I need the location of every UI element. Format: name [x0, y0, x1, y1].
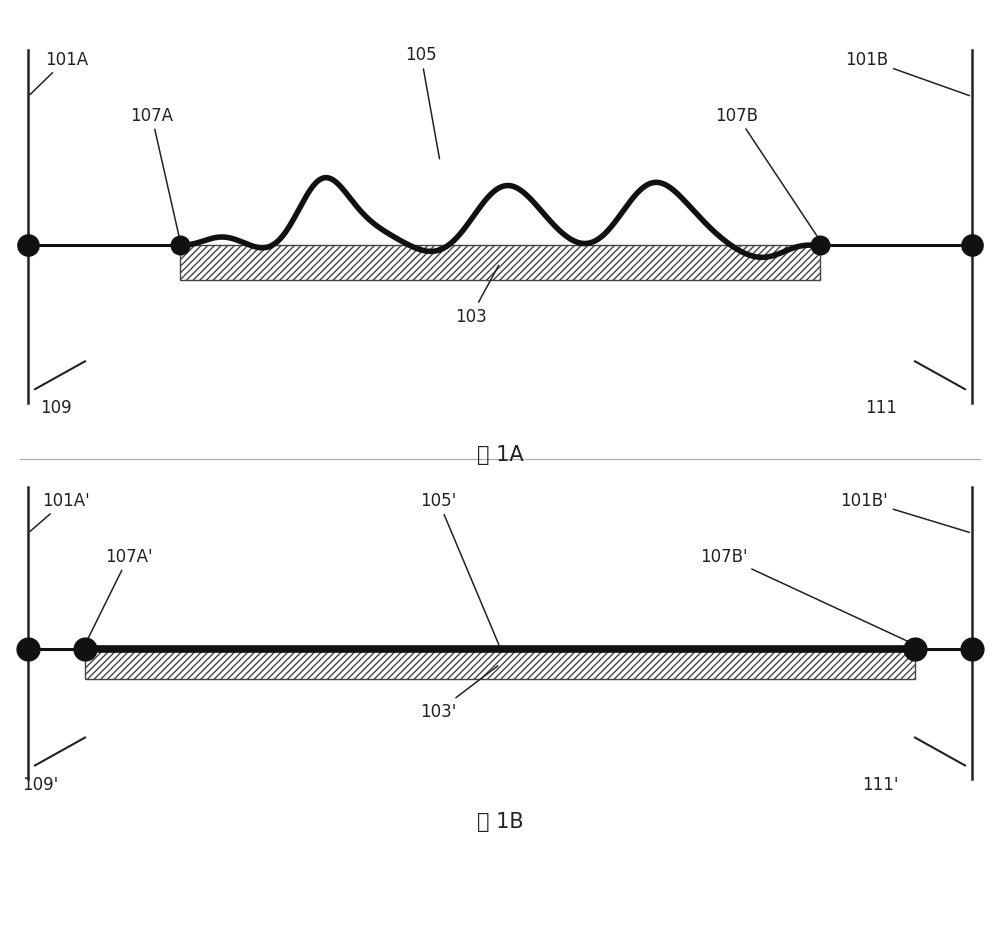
- Bar: [85, 650, 915, 679]
- Text: 105': 105': [420, 492, 499, 645]
- Text: 107B: 107B: [715, 107, 818, 239]
- Text: 109: 109: [40, 399, 72, 417]
- Point: [907, 642, 923, 657]
- Text: 103': 103': [420, 666, 498, 720]
- Point: [172, 238, 188, 253]
- Point: [812, 238, 828, 253]
- Text: 101B: 101B: [845, 51, 969, 97]
- Point: [20, 238, 36, 253]
- Text: 图 1A: 图 1A: [477, 445, 523, 465]
- Text: 101B': 101B': [840, 492, 969, 533]
- Text: 105: 105: [405, 46, 440, 160]
- Text: 111: 111: [865, 399, 897, 417]
- Text: 101A': 101A': [30, 492, 90, 532]
- Text: 图 1B: 图 1B: [477, 811, 523, 831]
- Text: 107A': 107A': [86, 548, 153, 642]
- Point: [77, 642, 93, 657]
- Text: 101A: 101A: [30, 51, 88, 96]
- Text: 111': 111': [862, 775, 898, 793]
- Text: 107B': 107B': [700, 548, 912, 644]
- Point: [20, 642, 36, 657]
- Bar: [180, 246, 820, 281]
- Text: 107A: 107A: [130, 107, 179, 238]
- Text: 103: 103: [455, 266, 499, 326]
- Point: [964, 642, 980, 657]
- Text: 109': 109': [22, 775, 58, 793]
- Point: [964, 238, 980, 253]
